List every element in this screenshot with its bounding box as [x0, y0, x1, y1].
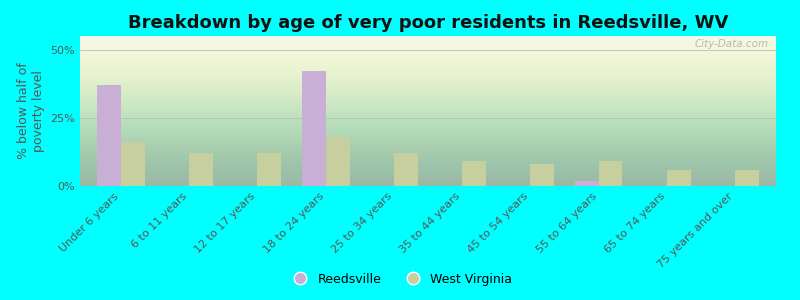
Text: City-Data.com: City-Data.com [695, 39, 769, 49]
Bar [326, 137, 350, 186]
Y-axis label: % below half of
poverty level: % below half of poverty level [17, 63, 45, 159]
Bar [302, 71, 326, 186]
Title: Breakdown by age of very poor residents in Reedsville, WV: Breakdown by age of very poor residents … [128, 14, 728, 32]
Bar [258, 153, 282, 186]
Bar [598, 161, 622, 186]
Legend: Reedsville, West Virginia: Reedsville, West Virginia [282, 268, 518, 291]
Bar [530, 164, 554, 186]
Bar [189, 153, 213, 186]
Bar [394, 153, 418, 186]
Bar [574, 181, 598, 186]
Bar [735, 169, 759, 186]
Bar [97, 85, 121, 186]
Bar [121, 142, 145, 186]
Bar [667, 169, 690, 186]
Bar [462, 161, 486, 186]
